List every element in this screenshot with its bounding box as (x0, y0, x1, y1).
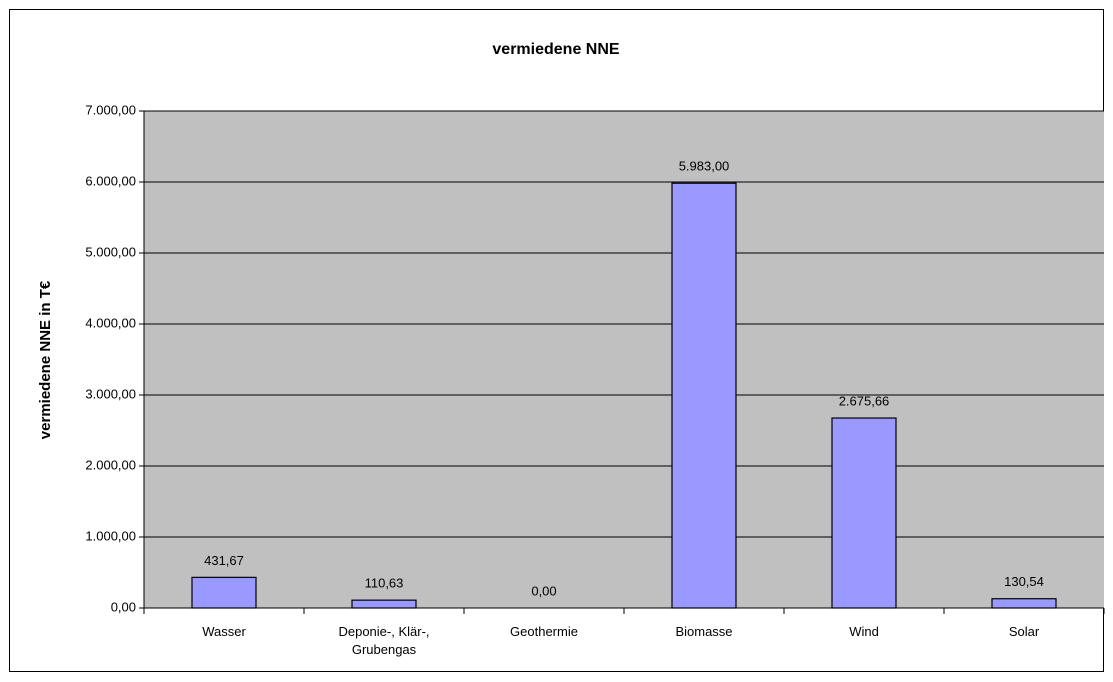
y-tick-label: 4.000,00 (85, 315, 136, 330)
data-label: 0,00 (531, 583, 556, 598)
y-tick-label: 7.000,00 (85, 102, 136, 117)
x-tick-label: Solar (1008, 624, 1040, 639)
y-tick-label: 2.000,00 (85, 457, 136, 472)
y-axis-label: vermiedene NNE in T€ (37, 280, 54, 439)
data-label: 431,67 (204, 553, 244, 568)
plot-area (144, 111, 1104, 608)
data-label: 5.983,00 (679, 159, 730, 174)
bar (831, 417, 897, 609)
x-tick-label: Deponie-, Klär-, Grubengas (338, 624, 430, 657)
data-label: 2.675,66 (839, 393, 890, 408)
bar (991, 598, 1057, 609)
data-label: 110,63 (365, 576, 404, 591)
y-tick-label: 6.000,00 (85, 173, 136, 188)
chart-title: vermiedene NNE (492, 41, 619, 58)
x-tick-label: Geothermie (510, 624, 578, 639)
x-tick-label: Wind (849, 624, 879, 639)
y-tick-label: 1.000,00 (85, 528, 136, 543)
y-tick-label: 0,00 (111, 599, 136, 614)
bar (191, 576, 257, 609)
y-tick-label: 5.000,00 (85, 244, 136, 259)
data-label: 130,54 (1004, 574, 1044, 589)
y-tick-label: 3.000,00 (85, 386, 136, 401)
bar (351, 599, 417, 609)
x-tick-label: Biomasse (675, 624, 733, 639)
bar (671, 182, 737, 609)
x-tick-label: Wasser (202, 624, 246, 639)
